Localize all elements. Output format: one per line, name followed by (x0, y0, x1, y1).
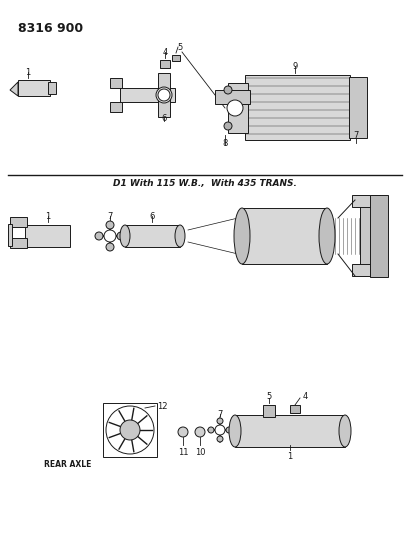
Text: 4: 4 (302, 392, 307, 401)
Ellipse shape (120, 225, 130, 247)
Ellipse shape (216, 436, 222, 442)
Bar (125, 225, 180, 247)
Ellipse shape (157, 89, 170, 101)
Bar (10, 238, 27, 248)
Ellipse shape (106, 221, 114, 229)
Ellipse shape (104, 230, 116, 242)
Bar (110, 78, 122, 88)
Polygon shape (10, 82, 18, 96)
Ellipse shape (229, 415, 240, 447)
Ellipse shape (178, 427, 188, 437)
Text: 11: 11 (178, 448, 188, 457)
Bar (214, 90, 249, 104)
Ellipse shape (120, 420, 139, 440)
Bar (160, 60, 170, 68)
Bar (157, 73, 170, 117)
Ellipse shape (155, 87, 172, 103)
Ellipse shape (175, 225, 184, 247)
Ellipse shape (234, 208, 249, 264)
Bar (262, 405, 274, 417)
Text: 4: 4 (162, 48, 167, 57)
Bar (348, 77, 366, 138)
Bar (227, 83, 247, 133)
Bar (25, 225, 70, 247)
Text: 7: 7 (353, 131, 358, 140)
Ellipse shape (216, 418, 222, 424)
Ellipse shape (117, 232, 125, 240)
Bar (110, 102, 122, 112)
Bar (369, 195, 387, 277)
Text: 12: 12 (156, 402, 167, 411)
Text: 5: 5 (266, 392, 271, 401)
Bar (18, 80, 50, 96)
Bar (351, 264, 379, 276)
Text: 1: 1 (25, 68, 31, 77)
Text: 5: 5 (177, 43, 182, 52)
Ellipse shape (106, 243, 114, 251)
Text: 1: 1 (45, 212, 50, 221)
Ellipse shape (223, 86, 231, 94)
Bar (120, 88, 175, 102)
Bar (351, 195, 379, 207)
Bar (359, 200, 371, 270)
Text: 10: 10 (194, 448, 205, 457)
Bar (245, 75, 349, 140)
Text: 7: 7 (107, 212, 112, 221)
Bar (8, 224, 12, 246)
Bar (103, 403, 157, 457)
Ellipse shape (225, 427, 231, 433)
Ellipse shape (214, 425, 225, 435)
Text: 7: 7 (217, 410, 222, 419)
Text: REAR AXLE: REAR AXLE (44, 460, 92, 469)
Text: 6: 6 (149, 212, 154, 221)
Ellipse shape (223, 122, 231, 130)
Ellipse shape (195, 427, 204, 437)
Bar (289, 405, 299, 413)
Ellipse shape (207, 427, 213, 433)
Text: 6: 6 (161, 114, 166, 123)
Text: D1 With 115 W.B.,  With 435 TRANS.: D1 With 115 W.B., With 435 TRANS. (113, 179, 296, 188)
Bar (10, 217, 27, 227)
Ellipse shape (318, 208, 334, 264)
Ellipse shape (227, 100, 243, 116)
Bar (234, 415, 344, 447)
Text: 8316 900: 8316 900 (18, 22, 83, 35)
Text: 8: 8 (222, 139, 227, 148)
Ellipse shape (338, 415, 350, 447)
Bar (48, 82, 56, 94)
Bar (241, 208, 326, 264)
Ellipse shape (95, 232, 103, 240)
Bar (172, 55, 180, 61)
Text: 1: 1 (287, 452, 292, 461)
Text: 9: 9 (292, 62, 297, 71)
